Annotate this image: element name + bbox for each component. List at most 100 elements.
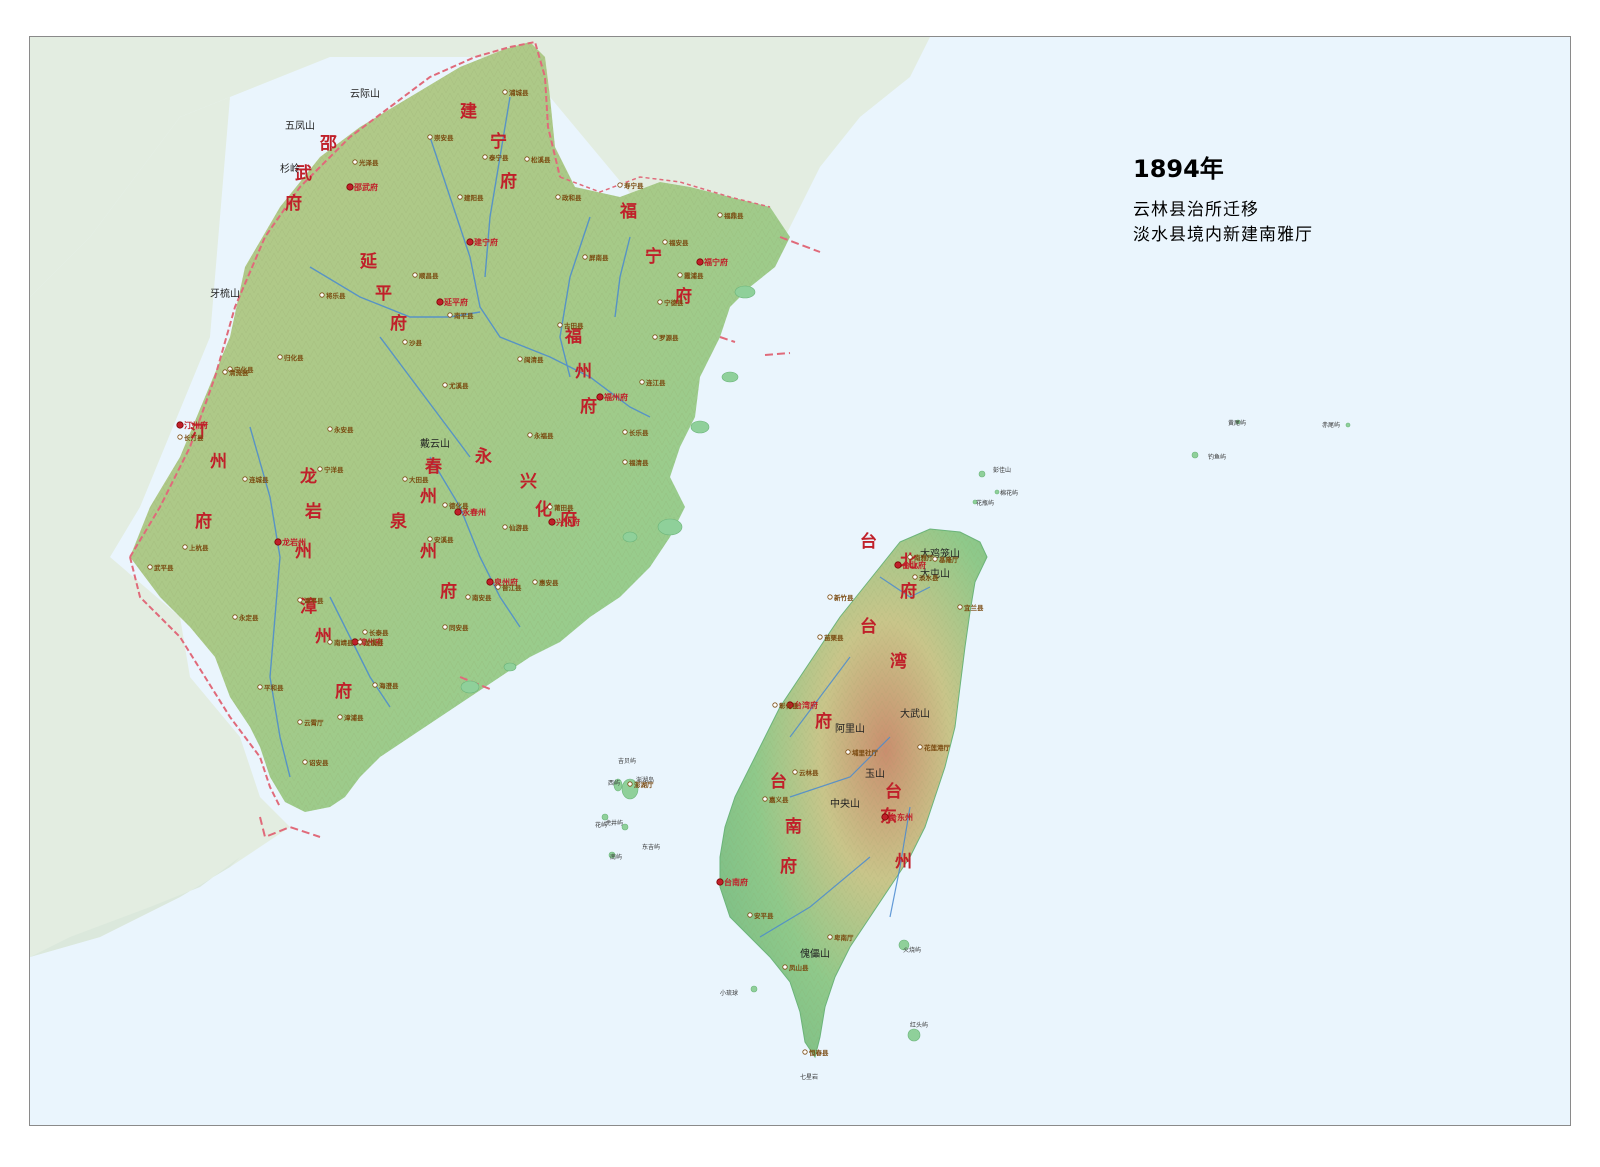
- seat-marker[interactable]: [932, 556, 938, 562]
- seat-label[interactable]: 晋江县: [502, 583, 522, 592]
- seat-label[interactable]: 宁化县: [234, 365, 254, 374]
- seat-label[interactable]: 福清县: [628, 458, 649, 467]
- seat-marker[interactable]: [147, 564, 153, 570]
- seat-label[interactable]: 屏南县: [588, 253, 609, 262]
- seat-label[interactable]: 安溪县: [434, 535, 454, 544]
- seat-label[interactable]: 宜兰县: [964, 603, 984, 612]
- seat-label[interactable]: 福宁府: [703, 257, 728, 267]
- seat-marker[interactable]: [547, 504, 553, 510]
- seat-label[interactable]: 政和县: [562, 193, 582, 202]
- seat-marker[interactable]: [427, 536, 433, 542]
- seat-label[interactable]: 将乐县: [326, 291, 346, 300]
- seat-marker[interactable]: [222, 369, 228, 375]
- seat-label[interactable]: 福鼎县: [723, 211, 744, 220]
- seat-label[interactable]: 闽清县: [524, 355, 544, 364]
- seat-label[interactable]: 凤山县: [789, 963, 809, 972]
- seat-marker[interactable]: [232, 614, 238, 620]
- seat-marker[interactable]: [894, 561, 902, 569]
- seat-marker[interactable]: [482, 154, 488, 160]
- seat-label[interactable]: 清流县: [229, 368, 249, 377]
- seat-label[interactable]: 连城县: [249, 475, 269, 484]
- seat-marker[interactable]: [717, 212, 723, 218]
- seat-marker[interactable]: [402, 339, 408, 345]
- seat-marker[interactable]: [555, 194, 561, 200]
- seat-label[interactable]: 永定县: [238, 613, 259, 622]
- seat-label[interactable]: 南平县: [454, 311, 474, 320]
- seat-marker[interactable]: [827, 934, 833, 940]
- seat-label[interactable]: 大田县: [409, 475, 429, 484]
- seat-marker[interactable]: [442, 502, 448, 508]
- seat-marker[interactable]: [802, 1049, 808, 1055]
- seat-marker[interactable]: [907, 554, 913, 560]
- seat-label[interactable]: 平和县: [264, 683, 284, 692]
- seat-label[interactable]: 福安县: [668, 238, 689, 247]
- seat-label[interactable]: 浦城县: [509, 88, 529, 97]
- seat-marker[interactable]: [772, 702, 778, 708]
- seat-label[interactable]: 卑南厅: [834, 933, 854, 942]
- seat-marker[interactable]: [627, 781, 633, 787]
- seat-marker[interactable]: [596, 393, 604, 401]
- seat-label[interactable]: 埔里社厅: [852, 748, 879, 757]
- seat-label[interactable]: 永春州: [461, 507, 486, 517]
- seat-marker[interactable]: [696, 258, 704, 266]
- seat-label[interactable]: 澎湖厅: [634, 780, 654, 789]
- seat-marker[interactable]: [442, 624, 448, 630]
- seat-label[interactable]: 安平县: [754, 911, 774, 920]
- seat-label[interactable]: 台北府: [902, 560, 926, 570]
- seat-marker[interactable]: [662, 239, 668, 245]
- seat-marker[interactable]: [182, 544, 188, 550]
- seat-label[interactable]: 建宁府: [473, 237, 498, 247]
- seat-label[interactable]: 惠安县: [539, 578, 559, 587]
- seat-label[interactable]: 台东州: [889, 812, 913, 822]
- seat-label[interactable]: 南靖县: [334, 638, 354, 647]
- seat-label[interactable]: 嘉义县: [768, 795, 789, 804]
- seat-marker[interactable]: [639, 379, 645, 385]
- seat-label[interactable]: 永福县: [533, 431, 554, 440]
- seat-marker[interactable]: [917, 744, 923, 750]
- seat-marker[interactable]: [297, 719, 303, 725]
- seat-label[interactable]: 建阳县: [463, 193, 484, 202]
- seat-label[interactable]: 尤溪县: [448, 381, 469, 390]
- seat-label[interactable]: 龙溪县: [363, 638, 384, 647]
- seat-label[interactable]: 霞浦县: [684, 271, 704, 280]
- seat-marker[interactable]: [436, 298, 444, 306]
- seat-marker[interactable]: [357, 639, 363, 645]
- seat-marker[interactable]: [302, 759, 308, 765]
- seat-marker[interactable]: [762, 796, 768, 802]
- seat-label[interactable]: 泉州府: [493, 577, 518, 587]
- seat-label[interactable]: 武平县: [154, 563, 174, 572]
- seat-marker[interactable]: [817, 634, 823, 640]
- seat-label[interactable]: 崇安县: [434, 133, 454, 142]
- seat-label[interactable]: 台南府: [724, 877, 748, 887]
- seat-label[interactable]: 永安县: [333, 425, 354, 434]
- seat-marker[interactable]: [327, 426, 333, 432]
- seat-label[interactable]: 莆田县: [554, 503, 574, 512]
- seat-marker[interactable]: [881, 813, 889, 821]
- seat-marker[interactable]: [327, 639, 333, 645]
- seat-label[interactable]: 泰宁县: [488, 153, 509, 162]
- seat-marker[interactable]: [319, 292, 325, 298]
- seat-marker[interactable]: [257, 684, 263, 690]
- seat-label[interactable]: 花莲港厅: [924, 743, 951, 752]
- seat-label[interactable]: 沙县: [409, 338, 423, 347]
- seat-label[interactable]: 漳平县: [304, 596, 324, 605]
- seat-marker[interactable]: [242, 476, 248, 482]
- seat-label[interactable]: 基隆厅: [938, 555, 959, 564]
- seat-label[interactable]: 上杭县: [189, 543, 209, 552]
- seat-marker[interactable]: [747, 912, 753, 918]
- seat-marker[interactable]: [582, 254, 588, 260]
- seat-marker[interactable]: [352, 159, 358, 165]
- seat-marker[interactable]: [502, 524, 508, 530]
- seat-label[interactable]: 宁德县: [664, 298, 684, 307]
- seat-marker[interactable]: [532, 579, 538, 585]
- seat-marker[interactable]: [622, 429, 628, 435]
- seat-marker[interactable]: [466, 238, 474, 246]
- seat-label[interactable]: 恒春县: [809, 1048, 829, 1057]
- seat-marker[interactable]: [524, 156, 530, 162]
- seat-label[interactable]: 南雅厅: [914, 553, 934, 562]
- seat-label[interactable]: 连江县: [646, 378, 666, 387]
- seat-label[interactable]: 诏安县: [309, 758, 329, 767]
- seat-label[interactable]: 顺昌县: [419, 271, 439, 280]
- seat-label[interactable]: 古田县: [564, 321, 584, 330]
